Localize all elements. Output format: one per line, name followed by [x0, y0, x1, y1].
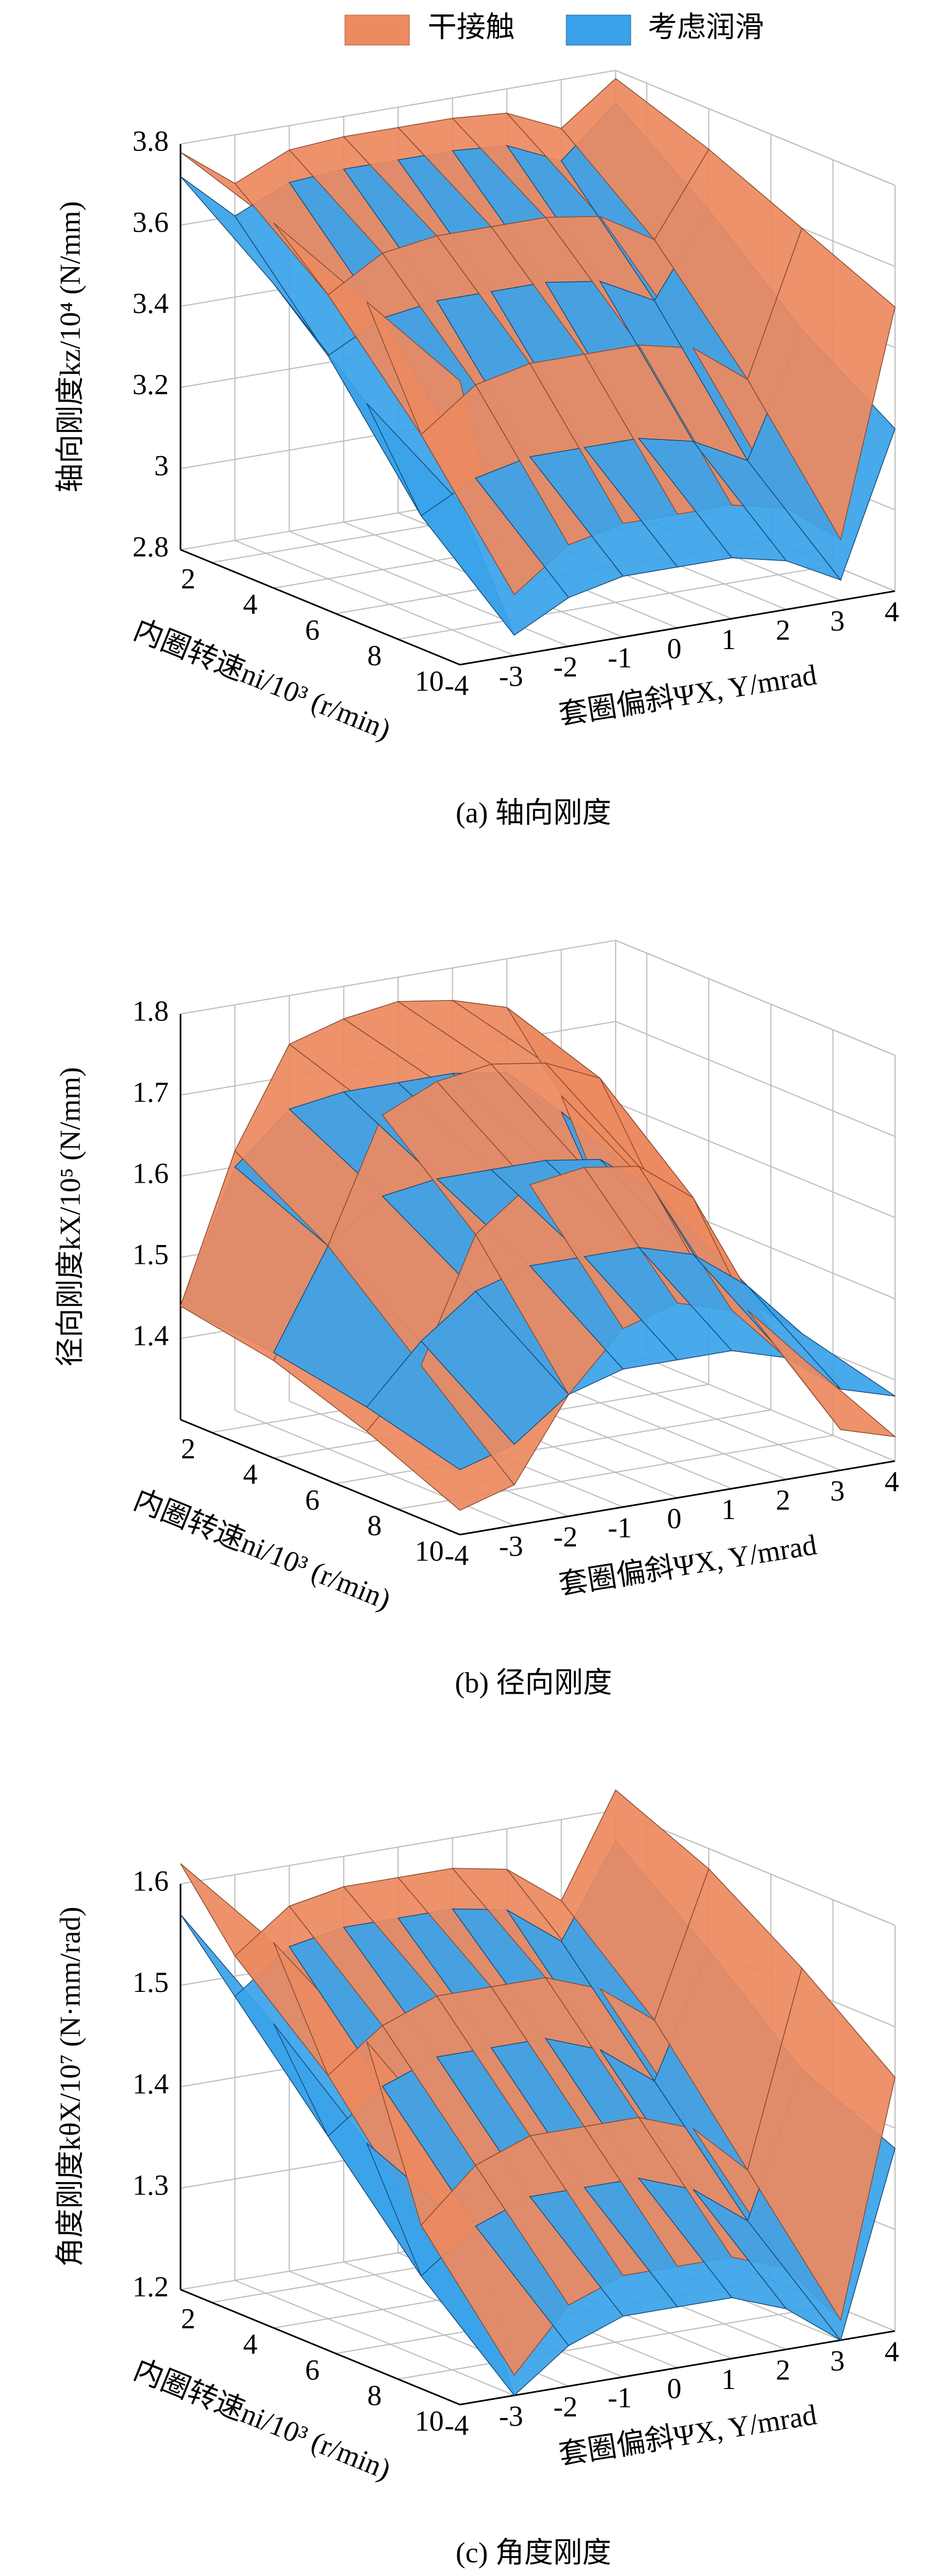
y-tick-label: 8 [367, 2379, 381, 2412]
grid-line [335, 1409, 771, 1484]
x-tick-label: -3 [499, 2400, 523, 2432]
y-axis-label: 内圈转速ni/10³ (r/min) [129, 2354, 395, 2486]
x-tick-label: 0 [667, 632, 682, 665]
surface-cell [747, 1309, 897, 1437]
y-tick-label: 10 [415, 1535, 444, 1567]
caption: (a) 轴向刚度 [456, 796, 611, 829]
x-tick-label: 3 [830, 2345, 845, 2377]
x-tick-label: -4 [445, 669, 469, 701]
caption: (b) 径向刚度 [455, 1666, 612, 1699]
y-tick-label: 2 [181, 1433, 196, 1465]
z-tick-label: 1.4 [133, 1319, 169, 1351]
z-tick-label: 3.2 [133, 368, 169, 400]
z-tick-label: 3.8 [133, 125, 169, 157]
x-tick-label: 2 [776, 1484, 790, 1516]
z-axis-label: 轴向刚度kz/10⁴ (N/mm) [54, 201, 86, 492]
y-tick-label: 10 [415, 2405, 444, 2437]
x-tick-label: 1 [722, 623, 736, 656]
legend-label: 干接触 [428, 11, 515, 43]
x-tick-label: -4 [445, 2409, 469, 2441]
surface-cell [747, 1285, 896, 1397]
y-tick-label: 10 [415, 665, 444, 697]
z-tick-label: 1.2 [133, 2270, 169, 2302]
y-axis-label: 内圈转速ni/10³ (r/min) [129, 614, 395, 746]
axis-line [180, 1419, 460, 1536]
z-tick-label: 1.3 [133, 2169, 169, 2201]
caption: (c) 角度刚度 [456, 2536, 611, 2568]
x-tick-label: -1 [608, 1512, 632, 1544]
z-tick-label: 3 [154, 449, 169, 481]
x-tick-label: -1 [608, 2381, 632, 2414]
grid-line [234, 539, 515, 656]
y-tick-label: 2 [181, 2302, 196, 2335]
x-axis-label: 套圈偏斜ΨX, Y/mrad [557, 658, 819, 731]
y-tick-label: 8 [367, 1509, 381, 1542]
x-tick-label: 0 [667, 1502, 682, 1535]
x-tick-label: -3 [499, 660, 523, 692]
axis-line [459, 1460, 896, 1536]
x-tick-label: 4 [885, 595, 899, 628]
legend-swatch [566, 15, 631, 46]
z-tick-label: 1.4 [133, 2068, 169, 2100]
x-tick-label: 1 [722, 2363, 736, 2395]
grid-line [615, 1021, 896, 1137]
y-tick-label: 6 [305, 614, 320, 646]
x-tick-label: 1 [722, 1493, 736, 1526]
x-tick-label: 3 [830, 605, 845, 637]
x-tick-label: 2 [776, 2354, 790, 2386]
grid-line [615, 1345, 896, 1462]
surface-cell [747, 227, 896, 541]
z-axis-label: 径向刚度kX/10⁵ (N/mm) [54, 1067, 86, 1366]
x-tick-label: 4 [885, 1465, 899, 1498]
x-tick-label: -2 [553, 1521, 578, 1553]
y-tick-label: 6 [305, 1484, 320, 1516]
legend-swatch [344, 15, 410, 46]
x-tick-label: -2 [553, 2391, 578, 2423]
x-tick-label: -3 [499, 1530, 523, 1562]
y-tick-label: 6 [305, 2354, 320, 2386]
x-tick-label: -2 [553, 651, 578, 683]
grid-line [398, 2305, 833, 2380]
z-tick-label: 1.5 [133, 1238, 169, 1270]
x-axis-label: 套圈偏斜ΨX, Y/mrad [557, 1528, 819, 1601]
z-tick-label: 1.8 [133, 995, 169, 1027]
surface-cell [747, 1967, 896, 2321]
axis-line [180, 2289, 460, 2406]
z-tick-label: 3.4 [133, 287, 169, 319]
x-axis-label: 套圈偏斜ΨX, Y/mrad [557, 2398, 819, 2471]
y-tick-label: 2 [181, 563, 196, 595]
z-tick-label: 2.8 [133, 530, 169, 563]
y-tick-label: 4 [243, 1458, 257, 1491]
x-tick-label: 2 [776, 614, 790, 646]
y-axis-label: 内圈转速ni/10³ (r/min) [129, 1484, 395, 1616]
axis-line [615, 940, 896, 1056]
x-tick-label: -4 [445, 1539, 469, 1571]
grid-line [398, 565, 833, 640]
grid-line [234, 2279, 515, 2396]
axis-line [180, 549, 460, 666]
z-tick-label: 1.7 [133, 1076, 169, 1108]
z-tick-label: 1.6 [133, 1157, 169, 1189]
x-tick-label: 0 [667, 2372, 682, 2405]
z-tick-label: 3.6 [133, 206, 169, 238]
z-tick-label: 1.6 [133, 1865, 169, 1897]
axis-line [615, 70, 896, 186]
z-tick-label: 1.5 [133, 1966, 169, 1998]
axis-line [459, 2330, 896, 2406]
axis-line [459, 590, 896, 666]
legend-label: 考虑润滑 [648, 11, 764, 43]
y-tick-label: 4 [243, 2328, 257, 2361]
grid-line [615, 1102, 896, 1218]
x-tick-label: -1 [608, 642, 632, 674]
y-tick-label: 8 [367, 639, 381, 672]
x-tick-label: 4 [885, 2335, 899, 2368]
z-axis-label: 角度刚度kθX/10⁷ (N·mm/rad) [54, 1906, 86, 2266]
y-tick-label: 4 [243, 588, 257, 621]
x-tick-label: 3 [830, 1475, 845, 1507]
